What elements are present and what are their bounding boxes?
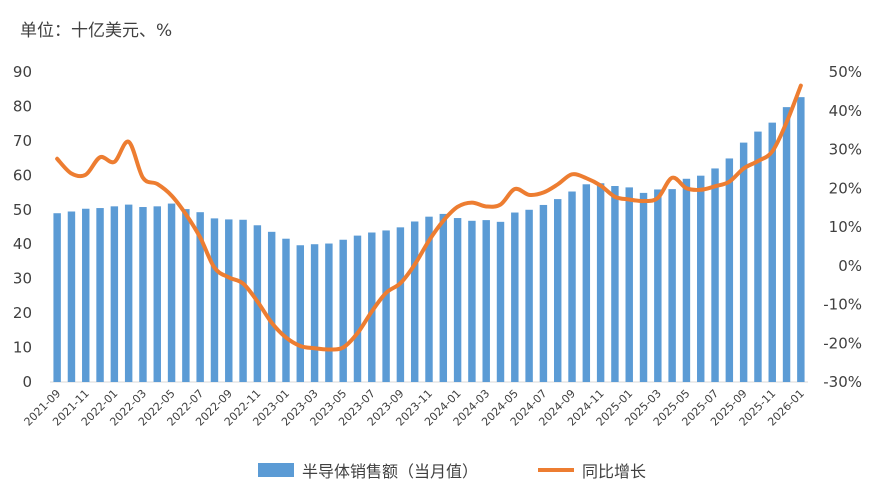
- bar: [167, 203, 176, 382]
- left-y-axis: 0 10 20 30 40 50 60 70 80 90: [13, 63, 32, 391]
- bar: [682, 178, 691, 382]
- bar: [153, 206, 161, 382]
- bar: [525, 209, 533, 382]
- bar: [711, 168, 719, 382]
- left-tick-label: 30: [13, 270, 32, 288]
- right-tick-label: -10%: [823, 296, 862, 314]
- bar: [697, 175, 705, 382]
- bar: [468, 220, 476, 382]
- left-tick-label: 0: [22, 373, 32, 391]
- legend-item-bar: 半导体销售额（当月值）: [258, 458, 478, 482]
- bar: [310, 244, 319, 382]
- bar: [782, 107, 791, 382]
- bar: [53, 213, 61, 382]
- bar: [568, 191, 576, 382]
- bar: [210, 218, 219, 382]
- legend-line-swatch: [538, 468, 575, 472]
- left-tick-label: 40: [13, 235, 32, 253]
- bar: [425, 216, 433, 382]
- growth-line: [55, 83, 803, 352]
- bar: [139, 207, 147, 382]
- legend-bar-label: 半导体销售额（当月值）: [302, 462, 479, 481]
- right-tick-label: 0%: [838, 257, 862, 275]
- bar: [611, 186, 619, 382]
- bar: [339, 239, 347, 382]
- bar: [239, 219, 247, 382]
- bar: [124, 204, 133, 382]
- bar: [668, 189, 676, 382]
- bar: [368, 232, 376, 382]
- bar: [110, 206, 119, 382]
- bar: [196, 212, 204, 382]
- bar: [596, 183, 605, 382]
- bar: [382, 230, 390, 382]
- bar: [739, 142, 748, 382]
- bar: [296, 245, 305, 382]
- bar: [453, 218, 462, 382]
- x-axis-ticks: 2021-092021-112022-012022-032022-052022-…: [22, 387, 807, 429]
- bar: [410, 221, 419, 382]
- legend-line-label: 同比增长: [582, 462, 647, 481]
- right-tick-label: 20%: [829, 179, 862, 197]
- legend-bar-swatch: [258, 463, 294, 477]
- right-tick-label: -30%: [823, 373, 862, 391]
- bar: [267, 231, 276, 382]
- left-tick-label: 50: [13, 201, 32, 219]
- bar: [582, 184, 591, 382]
- bar: [325, 243, 333, 382]
- bar: [625, 187, 633, 382]
- left-tick-label: 60: [13, 166, 32, 184]
- legend-item-line: 同比增长: [538, 458, 646, 482]
- left-tick-label: 70: [13, 132, 32, 150]
- bar: [654, 189, 662, 382]
- right-tick-label: 40%: [829, 102, 862, 120]
- left-tick-label: 80: [13, 97, 32, 115]
- bar: [639, 192, 648, 382]
- bar: [725, 158, 734, 382]
- right-tick-label: -20%: [823, 334, 862, 352]
- bar: [96, 208, 104, 382]
- legend: 半导体销售额（当月值） 同比增长: [258, 458, 646, 482]
- bar: [353, 235, 362, 382]
- bar: [67, 211, 76, 382]
- right-tick-label: 10%: [829, 218, 862, 236]
- bar: [225, 219, 233, 382]
- bar: [768, 122, 776, 382]
- bar: [754, 131, 762, 382]
- bar: [553, 199, 562, 382]
- bar: [282, 238, 290, 382]
- unit-label: 单位：十亿美元、%: [20, 21, 173, 41]
- bar: [439, 213, 448, 382]
- bar: [82, 208, 90, 382]
- bar: [396, 227, 405, 382]
- bar: [539, 204, 548, 382]
- bar: [482, 220, 490, 382]
- left-tick-label: 20: [13, 304, 32, 322]
- bar: [496, 221, 505, 382]
- right-tick-label: 30%: [829, 141, 862, 159]
- right-tick-label: 50%: [829, 63, 862, 81]
- bar: [182, 209, 190, 382]
- right-y-axis: -30% -20% -10% 0% 10% 20% 30% 40% 50%: [823, 63, 862, 391]
- bar: [797, 97, 805, 383]
- left-tick-label: 90: [13, 63, 32, 81]
- bar: [511, 212, 519, 382]
- left-tick-label: 10: [13, 339, 32, 357]
- bar-series: [53, 97, 805, 383]
